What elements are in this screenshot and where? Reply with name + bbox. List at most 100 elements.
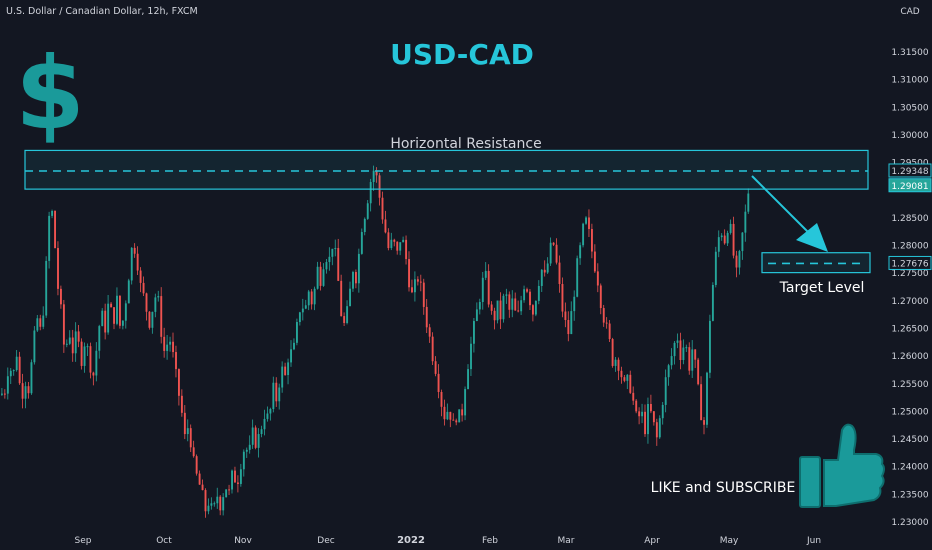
- candle-body: [540, 269, 543, 286]
- candle-body: [714, 251, 717, 285]
- price-markers: 1.29348 1.29081 1.27676: [888, 163, 932, 270]
- candles-layer: [1, 165, 750, 518]
- candle-body: [437, 373, 440, 392]
- candle-body: [440, 391, 443, 407]
- candle-body: [393, 239, 396, 242]
- candle-body: [381, 197, 384, 220]
- candle-body: [416, 279, 419, 282]
- candle-body: [661, 404, 664, 419]
- thumbs-up-icon[interactable]: [799, 423, 885, 508]
- candle-body: [39, 318, 42, 327]
- candle-body: [363, 218, 366, 233]
- candle-body: [101, 310, 104, 327]
- candle-body: [567, 320, 570, 335]
- candle-body: [419, 281, 422, 283]
- candle-body: [89, 346, 92, 373]
- candle-body: [54, 210, 56, 249]
- candle-body: [257, 434, 260, 448]
- candle-body: [231, 470, 233, 490]
- candle-body: [366, 203, 369, 219]
- candle-body: [573, 296, 576, 312]
- candle-body: [741, 232, 744, 252]
- candle-body: [449, 411, 452, 420]
- candle-body: [133, 247, 136, 254]
- y-tick-label: 1.23000: [891, 518, 928, 528]
- candle-body: [399, 242, 402, 251]
- candle-body: [239, 469, 242, 484]
- candle-body: [337, 248, 340, 281]
- candle-body: [558, 262, 561, 285]
- candle-body: [266, 413, 269, 419]
- candle-body: [9, 370, 12, 377]
- resistance-zone[interactable]: [24, 149, 869, 190]
- candle-body: [706, 372, 708, 425]
- x-tick-label: Feb: [482, 536, 498, 546]
- candle-body: [222, 497, 225, 511]
- candle-body: [564, 311, 567, 321]
- candle-body: [729, 223, 732, 233]
- candle-body: [475, 309, 478, 322]
- candle-body: [732, 223, 735, 256]
- candle-body: [113, 307, 115, 324]
- candle-body: [204, 490, 207, 512]
- y-tick-label: 1.28000: [891, 242, 928, 252]
- candle-body: [534, 300, 537, 315]
- candle-body: [514, 298, 517, 311]
- candle-body: [599, 285, 602, 309]
- candle-body: [446, 411, 449, 420]
- y-tick-label: 1.31500: [891, 48, 928, 58]
- down-arrow[interactable]: [751, 175, 828, 252]
- candle-body: [175, 352, 177, 370]
- candle-body: [154, 297, 157, 312]
- candle-body: [65, 343, 68, 345]
- candle-body: [180, 395, 183, 413]
- candle-body: [33, 330, 36, 363]
- candle-body: [121, 320, 124, 326]
- candle-body: [655, 422, 658, 438]
- candle-body: [561, 284, 564, 312]
- candle-body: [552, 242, 555, 245]
- candle-body: [189, 428, 192, 448]
- candle-body: [384, 219, 387, 233]
- x-tick-label: Oct: [156, 536, 172, 546]
- x-tick-label: Dec: [317, 536, 334, 546]
- candle-body: [526, 289, 528, 292]
- promo-text: LIKE and SUBSCRIBE: [651, 480, 796, 496]
- y-tick-label: 1.25500: [891, 380, 928, 390]
- candle-body: [593, 251, 596, 272]
- candle-body: [546, 263, 549, 273]
- candle-body: [614, 359, 617, 366]
- candle-body: [644, 411, 646, 435]
- candle-body: [620, 370, 623, 378]
- arrow-head: [796, 223, 828, 252]
- candle-body: [694, 349, 697, 360]
- candle-body: [611, 339, 614, 366]
- candle-body: [307, 291, 310, 306]
- arrow-shaft: [751, 175, 814, 238]
- target-zone[interactable]: [761, 252, 871, 274]
- y-tick-label: 1.27000: [891, 297, 928, 307]
- candle-body: [664, 377, 667, 405]
- candle-body: [92, 372, 95, 376]
- candle-body: [697, 359, 700, 385]
- resistance-box[interactable]: [24, 149, 869, 190]
- candle-body: [470, 343, 472, 370]
- candle-body: [225, 489, 228, 498]
- candle-body: [260, 429, 263, 435]
- candle-body: [738, 251, 741, 268]
- time-axis[interactable]: Sep Oct Nov Dec 2022 Feb Mar Apr May Jun: [75, 535, 822, 546]
- candle-body: [478, 301, 481, 310]
- price-marker-box: [888, 255, 932, 270]
- candle-body: [322, 269, 325, 286]
- candle-body: [77, 331, 80, 342]
- y-tick-label: 1.23500: [891, 490, 928, 500]
- candle-body: [95, 350, 98, 376]
- candle-body: [411, 287, 413, 293]
- candle-body: [650, 403, 652, 412]
- resistance-label: Horizontal Resistance: [390, 136, 541, 152]
- price-marker-label: 1.29081: [891, 182, 928, 192]
- price-marker-box: [888, 163, 932, 178]
- y-tick-label: 1.26000: [891, 352, 928, 362]
